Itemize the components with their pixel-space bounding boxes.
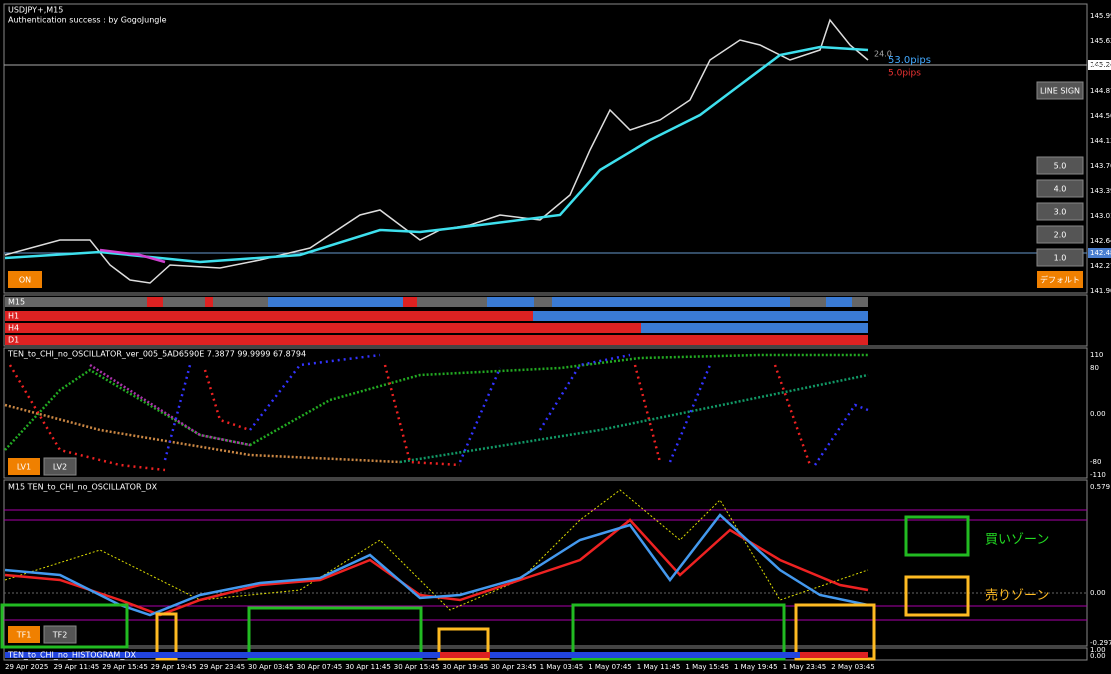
level-button[interactable] [1036,202,1084,221]
lv-label[interactable]: LV2 [53,463,67,472]
line-sign-label[interactable]: LINE SIGN [1040,87,1080,96]
row-label: D1 [8,336,19,345]
time-tick: 30 Apr 03:45 [248,663,294,671]
price-tick: 145.62 [1090,37,1111,45]
on-button[interactable] [8,271,42,288]
price-tick: 141.90 [1090,287,1111,295]
default-label[interactable]: デフォルト [1040,275,1080,285]
level-button[interactable] [1036,179,1084,198]
hist-tick: 0.00 [1090,652,1106,660]
row-label: H4 [8,324,19,333]
default-button[interactable] [1037,271,1083,288]
dx-tick: 0.00 [1090,589,1106,597]
on-label[interactable]: ON [19,276,31,285]
buy-zone: 買いゾーン [985,533,1049,548]
price-tick: 142.27 [1090,262,1111,270]
price-tick: 143.76 [1090,162,1111,170]
osc-tick: -80 [1090,458,1101,466]
lv-label[interactable]: LV1 [17,463,31,472]
oscillator-lines [4,353,869,472]
time-tick: 29 Apr 11:45 [54,663,100,671]
level-button[interactable] [1036,225,1084,244]
time-tick: 30 Apr 23:45 [491,663,537,671]
time-tick: 30 Apr 15:45 [394,663,440,671]
panel-borders [3,3,1088,661]
ma-segment [99,248,166,264]
auth: Authentication success : by GogoJungle [8,16,167,25]
tf-label[interactable]: TF1 [16,631,32,640]
level-label[interactable]: 1.0 [1054,254,1067,263]
row-bars [5,297,868,345]
line-sign-button[interactable] [1036,81,1084,100]
dx-title: M15 TEN_to_CHI_no_OSCILLATOR_DX [8,483,158,492]
time-tick: 29 Apr 2025 [5,663,48,671]
symbol: USDJPY+,M15 [8,6,63,15]
level-button[interactable] [1036,248,1084,267]
time-tick: 30 Apr 19:45 [442,663,488,671]
price-tick: 143.39 [1090,187,1111,195]
time-tick: 1 May 07:45 [588,663,632,671]
time-tick: 2 May 03:45 [831,663,875,671]
level-label[interactable]: 3.0 [1054,208,1067,217]
osc-tick: -110 [1090,471,1106,479]
price-tick: 144.13 [1090,137,1111,145]
time-tick: 30 Apr 11:45 [345,663,391,671]
level-label[interactable]: 5.0 [1054,162,1067,171]
time-tick: 29 Apr 15:45 [102,663,148,671]
hist-tick: 1.00 [1090,646,1106,654]
dx-tick: -0.297 [1090,639,1111,647]
price-line [4,18,869,284]
price-tick: 144.87 [1090,87,1111,95]
dx-tick: 0.579 [1090,483,1110,491]
price-tick: 144.50 [1090,112,1111,120]
lv-button[interactable] [8,458,40,475]
sell-zone: 売りゾーン [985,588,1049,604]
price-tick: 145.99 [1090,12,1111,20]
pips-up: 53.0pips [888,55,931,66]
tf-label[interactable]: TF2 [52,631,68,640]
histogram-title: TEN_to_CHI_no_HISTOGRAM_DX [7,651,136,660]
time-tick: 1 May 15:45 [685,663,729,671]
row-label: H1 [8,312,19,321]
time-tick: 29 Apr 19:45 [151,663,197,671]
current-price-tag [1088,60,1111,70]
time-tick: 1 May 11:45 [637,663,681,671]
osc-tick: 110 [1090,351,1103,359]
time-tick: 30 Apr 07:45 [297,663,343,671]
tf-button[interactable] [8,626,40,643]
time-tick: 1 May 19:45 [734,663,778,671]
oscillator-title: TEN_to_CHI_no_OSCILLATOR_ver_005_5AD6590… [7,350,306,359]
price-tick: 143.01 [1090,212,1111,220]
lv-button[interactable] [43,457,77,476]
level-label[interactable]: 4.0 [1054,185,1067,194]
time-tick: 1 May 23:45 [783,663,827,671]
osc-tick: 80 [1090,364,1099,372]
price-tick: 145.24 [1090,62,1111,70]
time-tick: 29 Apr 23:45 [199,663,245,671]
level-label[interactable]: 2.0 [1054,231,1067,240]
bid-tag [1088,248,1111,258]
row-label: M15 [8,298,25,307]
current-price: 145.24 [1090,61,1111,69]
bid-price: 142.48 [1090,249,1111,257]
osc-tick: 0.00 [1090,410,1106,418]
histogram [5,652,868,658]
price-tick: 142.64 [1090,237,1111,245]
tf-button[interactable] [43,625,77,644]
moving-average [4,45,869,264]
level: 24.0 [874,50,892,59]
level-button[interactable] [1036,156,1084,175]
time-tick: 1 May 03:45 [540,663,584,671]
zone-boxes [0,515,970,661]
pips-down: 5.0pips [888,69,921,79]
